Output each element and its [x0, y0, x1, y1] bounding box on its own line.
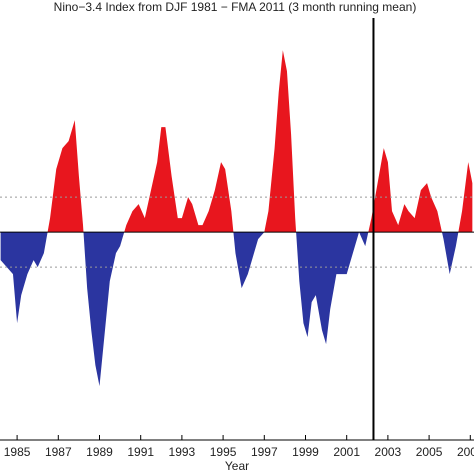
x-tick-label: 1989: [86, 445, 113, 459]
x-tick-label: 2003: [375, 445, 402, 459]
negative-area: [0, 232, 459, 387]
x-axis-label: Year: [225, 459, 249, 473]
x-tick-label: 1985: [4, 445, 31, 459]
x-tick-label: 1987: [45, 445, 72, 459]
x-tick-label: 2001: [333, 445, 360, 459]
x-tick-label: 1993: [169, 445, 196, 459]
x-tick-label: 1995: [210, 445, 237, 459]
chart-title: Nino−3.4 Index from DJF 1981 − FMA 2011 …: [54, 0, 417, 14]
x-tick-label: 1999: [292, 445, 319, 459]
positive-area: [0, 50, 473, 233]
x-tick-label: 1997: [251, 445, 278, 459]
x-tick-label: 1991: [127, 445, 154, 459]
x-tick-label: 2005: [416, 445, 443, 459]
x-tick-label: 2007: [457, 445, 474, 459]
